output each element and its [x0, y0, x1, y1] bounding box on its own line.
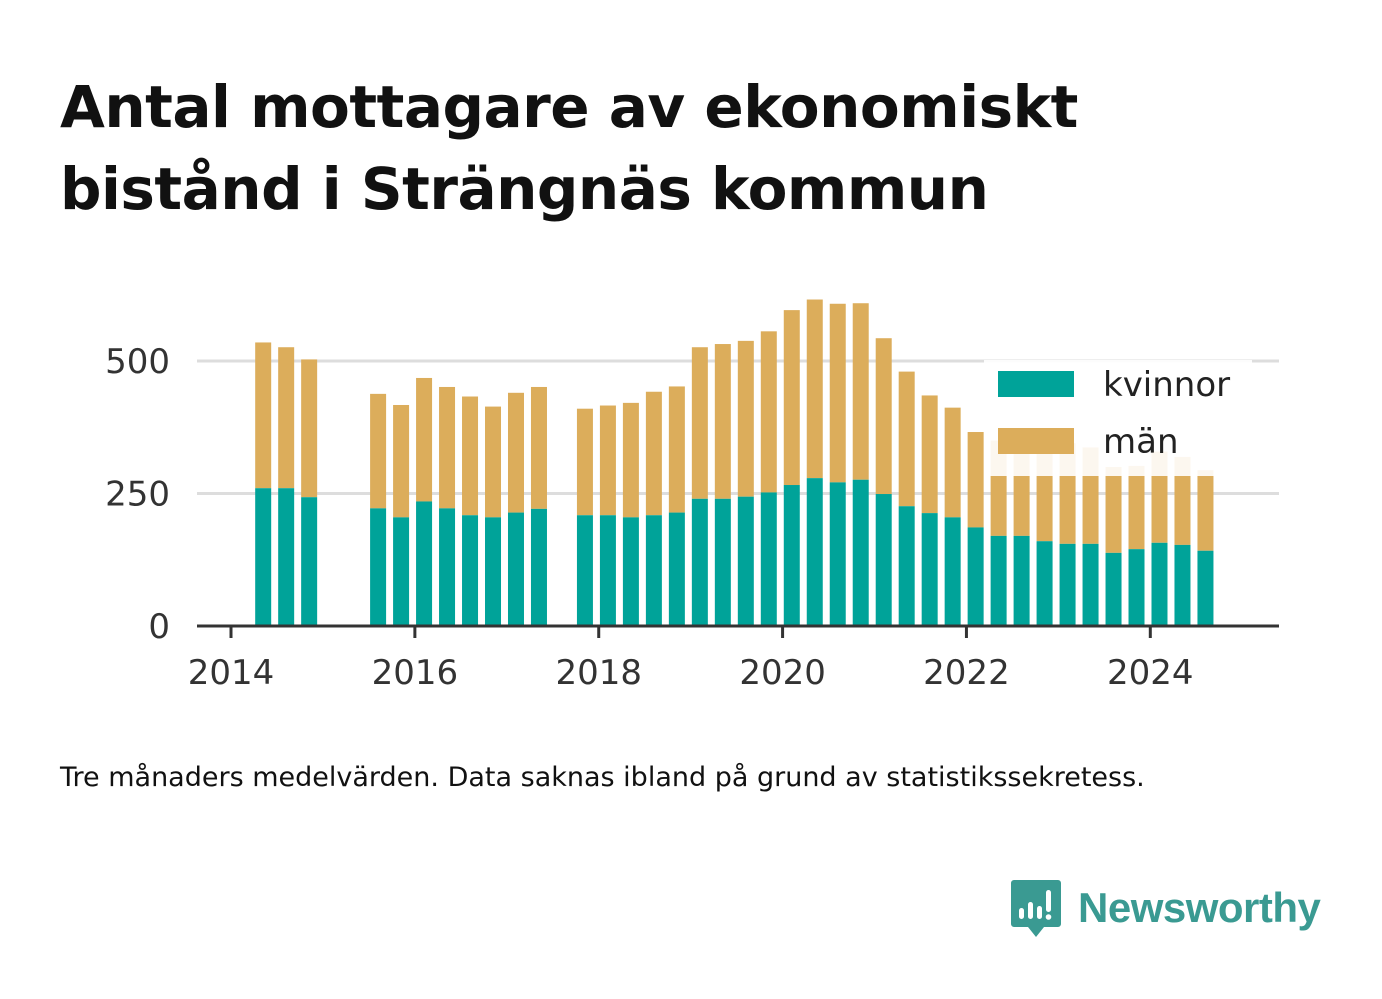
bar-kvinnor — [714, 498, 731, 626]
bar-kvinnor — [944, 517, 961, 626]
bar-man — [760, 331, 777, 493]
chart-title: Antal mottagare av ekonomiskt bistånd i … — [60, 73, 1078, 223]
bar-kvinnor — [599, 515, 616, 626]
bar-kvinnor — [439, 508, 456, 626]
y-tick-label: 500 — [105, 342, 170, 382]
x-axis-ticks: 2014 2016 2018 2020 2022 2024 — [188, 626, 1194, 693]
bar-man — [944, 407, 961, 518]
bar-kvinnor — [921, 513, 938, 626]
x-tick-label: 2016 — [372, 653, 459, 693]
bar-man — [829, 303, 846, 483]
bar-man — [967, 432, 984, 528]
legend: kvinnor män — [984, 360, 1252, 476]
bar-man — [1128, 465, 1145, 550]
bar-kvinnor — [393, 517, 410, 626]
bars — [255, 299, 1214, 626]
bar-man — [370, 393, 387, 509]
bar-man — [255, 342, 272, 489]
bar-man — [714, 344, 731, 499]
brand-logo: Newsworthy — [1010, 876, 1321, 940]
bar-man — [416, 377, 433, 502]
bar-kvinnor — [301, 497, 318, 626]
bar-kvinnor — [416, 501, 433, 626]
bar-kvinnor — [852, 479, 869, 626]
legend-swatch-man — [998, 428, 1074, 454]
bar-kvinnor — [1013, 535, 1030, 626]
bar-kvinnor — [1082, 543, 1099, 626]
bar-man — [1105, 467, 1122, 553]
bar-kvinnor — [783, 485, 800, 626]
y-axis-ticks: 0 250 500 — [105, 342, 170, 647]
bar-kvinnor — [760, 492, 777, 626]
bar-kvinnor — [645, 515, 662, 626]
bar-kvinnor — [737, 496, 754, 626]
bar-kvinnor — [829, 482, 846, 626]
bar-man — [278, 347, 295, 489]
newsworthy-logo-icon — [1011, 880, 1061, 937]
bar-kvinnor — [370, 508, 387, 626]
bar-man — [1197, 470, 1214, 551]
bar-kvinnor — [875, 494, 892, 626]
bar-kvinnor — [622, 517, 639, 626]
bar-man — [875, 338, 892, 495]
bar-man — [576, 408, 593, 516]
legend-label-man: män — [1103, 422, 1179, 462]
bar-man — [645, 391, 662, 516]
bar-kvinnor — [898, 506, 915, 626]
x-tick-label: 2020 — [739, 653, 826, 693]
bar-kvinnor — [806, 478, 823, 626]
bar-man — [737, 340, 754, 497]
bar-man — [691, 347, 708, 499]
legend-label-kvinnor: kvinnor — [1103, 365, 1230, 405]
bar-kvinnor — [530, 508, 547, 626]
bar-man — [462, 396, 479, 516]
legend-swatch-kvinnor — [998, 371, 1074, 397]
bar-man — [668, 386, 685, 513]
bar-kvinnor — [967, 527, 984, 626]
bar-man — [530, 386, 547, 509]
bar-man — [622, 402, 639, 518]
bar-kvinnor — [1105, 552, 1122, 626]
stacked-bar-chart: 2014 2016 2018 2020 2022 2024 0 250 500 kvinnor… — [105, 299, 1279, 693]
bar-kvinnor — [507, 512, 524, 626]
bar-kvinnor — [1174, 544, 1191, 626]
x-tick-label: 2018 — [555, 653, 642, 693]
bar-man — [301, 359, 318, 498]
bar-man — [393, 404, 410, 518]
bar-kvinnor — [485, 517, 502, 626]
y-tick-label: 0 — [148, 607, 170, 647]
bar-man — [599, 405, 616, 516]
brand-name: Newsworthy — [1078, 884, 1321, 931]
bar-man — [783, 310, 800, 486]
bar-kvinnor — [990, 535, 1007, 626]
bar-man — [898, 371, 915, 507]
bar-man — [921, 395, 938, 514]
bar-man — [852, 303, 869, 480]
x-tick-label: 2024 — [1107, 653, 1194, 693]
bar-kvinnor — [1151, 542, 1168, 626]
bar-kvinnor — [691, 498, 708, 626]
bar-kvinnor — [668, 512, 685, 626]
x-tick-label: 2022 — [923, 653, 1010, 693]
bar-kvinnor — [255, 488, 272, 626]
bar-man — [507, 392, 524, 513]
bar-kvinnor — [462, 515, 479, 626]
footnote: Tre månaders medelvärden. Data saknas ib… — [60, 762, 1145, 793]
y-tick-label: 250 — [105, 475, 170, 515]
bar-man — [439, 386, 456, 509]
bar-man — [485, 406, 502, 518]
bar-kvinnor — [1197, 550, 1214, 626]
x-tick-label: 2014 — [188, 653, 275, 693]
bar-kvinnor — [1059, 543, 1076, 626]
bar-kvinnor — [1128, 549, 1145, 626]
bar-kvinnor — [278, 488, 295, 626]
bar-kvinnor — [1036, 541, 1053, 626]
bar-man — [1174, 456, 1191, 545]
bar-man — [806, 299, 823, 479]
bar-kvinnor — [576, 515, 593, 626]
